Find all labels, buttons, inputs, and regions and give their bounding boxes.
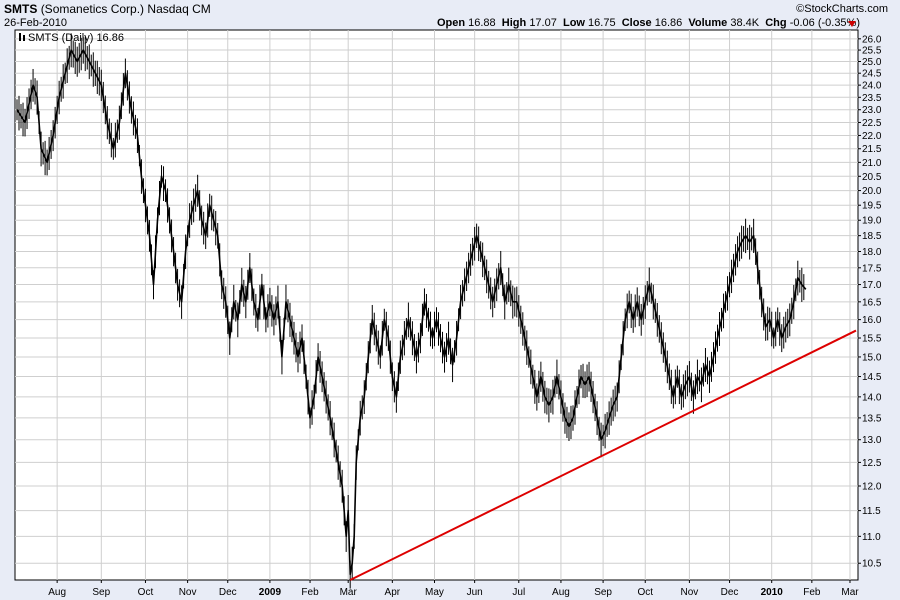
open-label: Open	[436, 17, 466, 29]
x-tick-label: Jun	[467, 587, 483, 598]
x-tick-label: Nov	[179, 587, 197, 598]
ohlc-readout: Open 16.88 High 17.07 Low 16.75 Close 16…	[437, 17, 860, 30]
legend-icon-bar	[23, 35, 25, 41]
y-tick-label: 13.0	[862, 435, 882, 446]
y-tick-label: 24.5	[862, 69, 882, 80]
y-tick-label: 21.5	[862, 144, 882, 155]
y-tick-label: 24.0	[862, 81, 882, 92]
y-tick-label: 21.0	[862, 158, 882, 169]
y-tick-label: 23.5	[862, 93, 882, 104]
chg-value: -0.06 (-0.35%)	[789, 17, 860, 29]
x-tick-label: Dec	[219, 587, 237, 598]
chg-label: Chg	[765, 17, 787, 29]
x-tick-label: Nov	[681, 587, 699, 598]
high-value: 17.07	[529, 17, 557, 29]
y-tick-label: 15.0	[862, 352, 882, 363]
y-tick-label: 19.5	[862, 201, 882, 212]
y-tick-label: 23.0	[862, 105, 882, 116]
x-tick-label: Aug	[552, 587, 570, 598]
x-tick-label: Feb	[301, 587, 319, 598]
chart-legend: SMTS (Daily) 16.86	[19, 32, 124, 44]
x-tick-label: Aug	[48, 587, 66, 598]
x-tick-label: Mar	[340, 587, 358, 598]
price-series	[16, 33, 807, 589]
y-tick-label: 11.0	[862, 532, 881, 543]
x-tick-label: Oct	[637, 587, 653, 598]
x-tick-label: Oct	[138, 587, 154, 598]
y-tick-label: 10.5	[862, 559, 882, 570]
y-tick-label: 11.5	[862, 506, 881, 517]
chart-symbol: SMTS (Somanetics Corp.) Nasdaq CM	[4, 3, 211, 16]
x-tick-label: Feb	[803, 587, 821, 598]
down-arrow-icon	[848, 21, 856, 27]
y-tick-label: 12.0	[862, 482, 882, 493]
close-label: Close	[621, 17, 652, 29]
x-tick-label: May	[425, 587, 444, 598]
support-trendline	[349, 329, 857, 581]
symbol: SMTS	[4, 2, 38, 16]
legend-icon	[19, 33, 21, 41]
y-tick-label: 17.0	[862, 280, 882, 291]
y-tick-label: 18.0	[862, 247, 882, 258]
open-value: 16.88	[468, 17, 496, 29]
chart-date: 26-Feb-2010	[4, 17, 67, 29]
y-tick-label: 16.0	[862, 315, 882, 326]
exchange: Nasdaq CM	[147, 2, 211, 16]
y-tick-label: 14.0	[862, 392, 882, 403]
volume-value: 38.4K	[730, 17, 760, 29]
y-tick-label: 25.0	[862, 57, 882, 68]
x-tick-label: Apr	[385, 587, 401, 598]
brand-credit[interactable]: ©StockCharts.com	[796, 3, 888, 15]
y-tick-label: 22.0	[862, 131, 882, 142]
volume-label: Volume	[688, 17, 728, 29]
high-label: High	[501, 17, 527, 29]
x-tick-label: Sep	[92, 587, 110, 598]
y-tick-label: 26.0	[862, 34, 882, 45]
x-axis-ticks: Aug Sep Oct Nov Dec 2009 Feb Mar Apr May Jun Jul Aug…	[48, 580, 859, 598]
y-tick-label: 13.5	[862, 413, 882, 424]
y-tick-label: 18.5	[862, 231, 882, 242]
y-tick-label: 20.5	[862, 172, 882, 183]
y-tick-label: 19.0	[862, 216, 882, 227]
x-tick-label: 2009	[259, 587, 282, 598]
trendline	[349, 329, 857, 581]
y-tick-label: 20.0	[862, 186, 882, 197]
plot-area	[14, 29, 859, 581]
y-tick-label: 14.5	[862, 372, 882, 383]
x-tick-label: Mar	[841, 587, 859, 598]
y-tick-label: 25.5	[862, 46, 882, 57]
y-tick-label: 17.5	[862, 263, 882, 274]
y-tick-label: 12.5	[862, 458, 882, 469]
low-value: 16.75	[588, 17, 616, 29]
x-tick-label: Dec	[721, 587, 739, 598]
x-tick-label: Jul	[512, 587, 525, 598]
legend-label: SMTS (Daily) 16.86	[28, 32, 124, 44]
y-tick-label: 16.5	[862, 297, 882, 308]
close-value: 16.86	[654, 17, 683, 29]
x-tick-label: Sep	[594, 587, 612, 598]
y-tick-label: 15.5	[862, 333, 882, 344]
x-tick-label: 2010	[761, 587, 784, 598]
y-tick-label: 22.5	[862, 118, 882, 129]
low-label: Low	[562, 17, 585, 29]
y-axis-ticks: 10.5 11.0 11.5 12.0 12.5 13.0 13.5 14.0 14.5 15.0…	[858, 34, 882, 570]
company-name: (Somanetics Corp.)	[40, 2, 145, 16]
